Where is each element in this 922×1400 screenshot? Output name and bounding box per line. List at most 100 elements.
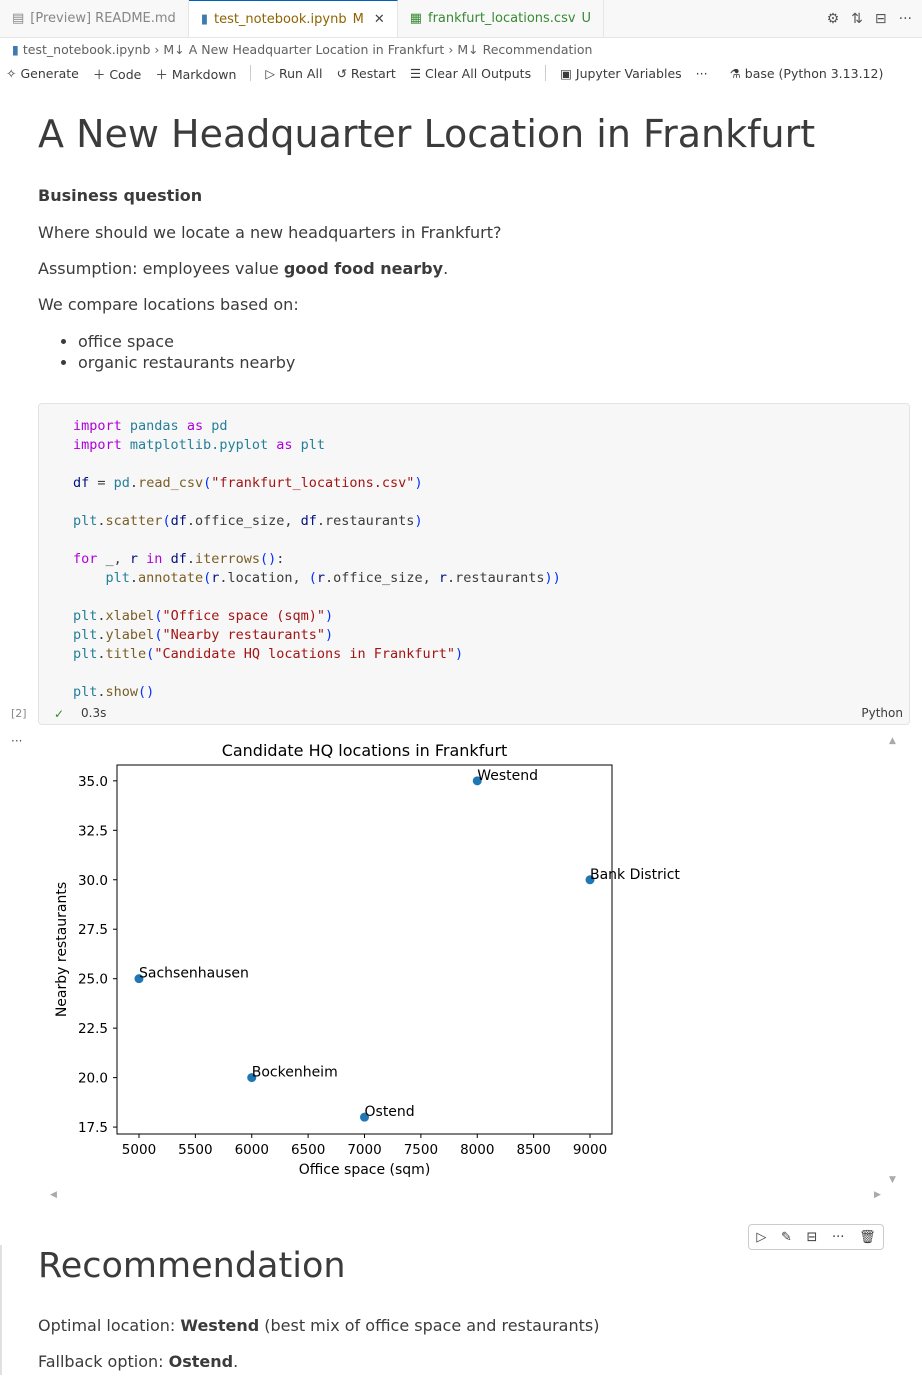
scroll-up-icon[interactable]: ▲ bbox=[889, 736, 896, 746]
exec-time: 0.3s bbox=[81, 706, 107, 720]
code-line bbox=[73, 531, 909, 550]
data-point bbox=[247, 1073, 257, 1083]
point-label: Ostend bbox=[365, 1104, 415, 1120]
y-tick-label: 25.0 bbox=[78, 972, 108, 988]
optimal-text: Optimal location: Westend (best mix of o… bbox=[38, 1316, 600, 1335]
compare-icon[interactable]: ⇅ bbox=[851, 10, 863, 27]
divider bbox=[545, 65, 547, 81]
code-line: plt.ylabel("Nearby restaurants") bbox=[73, 627, 334, 643]
breadcrumb-item[interactable]: A New Headquarter Location in Frankfurt bbox=[188, 41, 445, 57]
x-tick-label: 7500 bbox=[404, 1142, 438, 1158]
x-tick-label: 8000 bbox=[460, 1142, 494, 1158]
x-tick-label: 6500 bbox=[291, 1142, 325, 1158]
code-line: import pandas as pd bbox=[73, 418, 228, 434]
output-more-icon[interactable]: ··· bbox=[11, 734, 23, 748]
tab-bar: ▤ [Preview] README.md ▮ test_notebook.ipyn… bbox=[0, 0, 922, 38]
breadcrumb-item[interactable]: Recommendation bbox=[482, 41, 593, 57]
generate-button[interactable]: ✧ Generate bbox=[6, 65, 79, 81]
x-axis-label: Office space (sqm) bbox=[299, 1162, 431, 1178]
x-tick-label: 9000 bbox=[573, 1142, 607, 1158]
scroll-down-icon[interactable]: ▼ bbox=[889, 1175, 896, 1185]
kernel-button[interactable]: ⚗ base (Python 3.13.12) bbox=[729, 65, 884, 81]
data-point bbox=[585, 875, 595, 885]
breadcrumb: ▮ test_notebook.ipynb › M↓ A New Headquart… bbox=[12, 41, 593, 57]
tab-csv[interactable]: ▦ frankfurt_locations.csv U bbox=[398, 0, 605, 37]
run-all-button[interactable]: ▷ Run All bbox=[265, 65, 323, 81]
trash-icon[interactable]: 🗑 bbox=[859, 1229, 876, 1245]
check-icon: ✓ bbox=[54, 707, 65, 721]
add-code-button[interactable]: ＋ Code bbox=[92, 66, 142, 82]
table-icon: ▦ bbox=[409, 11, 423, 26]
code-cell[interactable]: import pandas as pd import matplotlib.pyp… bbox=[38, 403, 910, 725]
gear-icon[interactable]: ⚙ bbox=[826, 10, 840, 27]
code-line bbox=[73, 493, 909, 512]
variables-button[interactable]: ▣ Jupyter Variables bbox=[560, 65, 682, 81]
data-point bbox=[472, 776, 482, 786]
notebook-icon: ▮ bbox=[200, 11, 208, 27]
x-tick-label: 8500 bbox=[516, 1142, 550, 1158]
split-cell-icon[interactable]: ⊟ bbox=[806, 1229, 818, 1245]
code-line bbox=[73, 455, 909, 474]
cell-focus-bar bbox=[0, 1245, 2, 1375]
x-tick-label: 7000 bbox=[347, 1142, 381, 1158]
run-cell-icon[interactable]: ▷ bbox=[756, 1229, 767, 1245]
preview-icon: ▤ bbox=[12, 11, 25, 26]
code-line: df = pd.read_csv("frankfurt_locations.cs… bbox=[73, 475, 423, 491]
code-line: plt.show() bbox=[73, 684, 155, 700]
section-title: Recommendation bbox=[38, 1246, 346, 1286]
point-label: Bank District bbox=[590, 867, 680, 883]
more-icon[interactable]: ··· bbox=[898, 10, 912, 27]
tab-readme-preview[interactable]: ▤ [Preview] README.md bbox=[0, 0, 189, 37]
code-line: plt.scatter(df.office_size, df.restauran… bbox=[73, 513, 423, 529]
scroll-right-icon[interactable]: ▶ bbox=[874, 1190, 881, 1200]
y-tick-label: 32.5 bbox=[78, 823, 108, 839]
code-editor[interactable]: import pandas as pd import matplotlib.pyp… bbox=[39, 404, 909, 702]
breadcrumb-item[interactable]: test_notebook.ipynb bbox=[22, 41, 151, 57]
plot-frame bbox=[116, 764, 613, 1135]
code-line: plt.xlabel("Office space (sqm)") bbox=[73, 608, 334, 624]
markdown-icon: M↓ bbox=[163, 41, 185, 57]
edit-icon[interactable]: ✎ bbox=[780, 1229, 792, 1245]
point-label: Sachsenhausen bbox=[139, 966, 249, 982]
cell-toolbar: ▷ ✎ ⊟ ··· 🗑 bbox=[748, 1224, 884, 1250]
y-tick-label: 20.0 bbox=[78, 1071, 108, 1087]
y-tick-label: 35.0 bbox=[78, 774, 108, 790]
x-tick-label: 5500 bbox=[178, 1142, 212, 1158]
split-editor-icon[interactable]: ⊟ bbox=[874, 10, 887, 27]
point-label: Westend bbox=[477, 768, 538, 784]
y-tick-label: 17.5 bbox=[78, 1120, 108, 1136]
more-button[interactable]: ··· bbox=[695, 65, 708, 81]
list-item: office space bbox=[78, 331, 815, 352]
execution-count: [2] bbox=[11, 707, 27, 720]
data-point bbox=[360, 1112, 369, 1122]
close-icon[interactable]: ✕ bbox=[373, 11, 385, 27]
restart-button[interactable]: ↺ Restart bbox=[336, 65, 396, 81]
code-line bbox=[73, 664, 909, 683]
code-line: for _, r in df.iterrows(): bbox=[73, 551, 285, 567]
markdown-icon: M↓ bbox=[457, 41, 479, 57]
markdown-cell-intro: A New Headquarter Location in Frankfurt … bbox=[38, 112, 815, 373]
fallback-text: Fallback option: Ostend. bbox=[38, 1352, 239, 1371]
x-tick-label: 5000 bbox=[122, 1142, 156, 1158]
lang-label[interactable]: Python bbox=[861, 706, 903, 720]
assumption-text: Assumption: employees value good food ne… bbox=[38, 259, 449, 278]
more-icon[interactable]: ··· bbox=[832, 1229, 845, 1245]
markdown-cell-recommendation: Recommendation Optimal location: Westend… bbox=[38, 1246, 599, 1371]
question-text: Where should we locate a new headquarter… bbox=[38, 223, 502, 242]
page-title: A New Headquarter Location in Frankfurt bbox=[38, 112, 816, 156]
bullet-list: office space organic restaurants nearby bbox=[38, 331, 815, 373]
scatter-chart: Candidate HQ locations in Frankfurt Offic… bbox=[54, 741, 680, 1178]
y-tick-label: 22.5 bbox=[78, 1021, 108, 1037]
data-point bbox=[134, 974, 144, 984]
code-line: plt.title("Candidate HQ locations in Fra… bbox=[73, 646, 464, 662]
clear-outputs-button[interactable]: ☰ Clear All Outputs bbox=[409, 65, 532, 81]
code-line: import matplotlib.pyplot as plt bbox=[73, 437, 325, 453]
add-markdown-button[interactable]: ＋ Markdown bbox=[155, 66, 237, 82]
code-line bbox=[73, 588, 909, 607]
scroll-left-icon[interactable]: ◀ bbox=[50, 1190, 57, 1200]
tab-notebook[interactable]: ▮ test_notebook.ipynb M ✕ bbox=[188, 0, 398, 37]
notebook-toolbar: ✧ Generate ＋ Code ＋ Markdown ▷ Run All ↺… bbox=[0, 60, 922, 86]
compare-text: We compare locations based on: bbox=[38, 295, 299, 314]
point-label: Bockenheim bbox=[252, 1065, 338, 1081]
code-line: plt.annotate(r.location, (r.office_size,… bbox=[73, 570, 561, 586]
